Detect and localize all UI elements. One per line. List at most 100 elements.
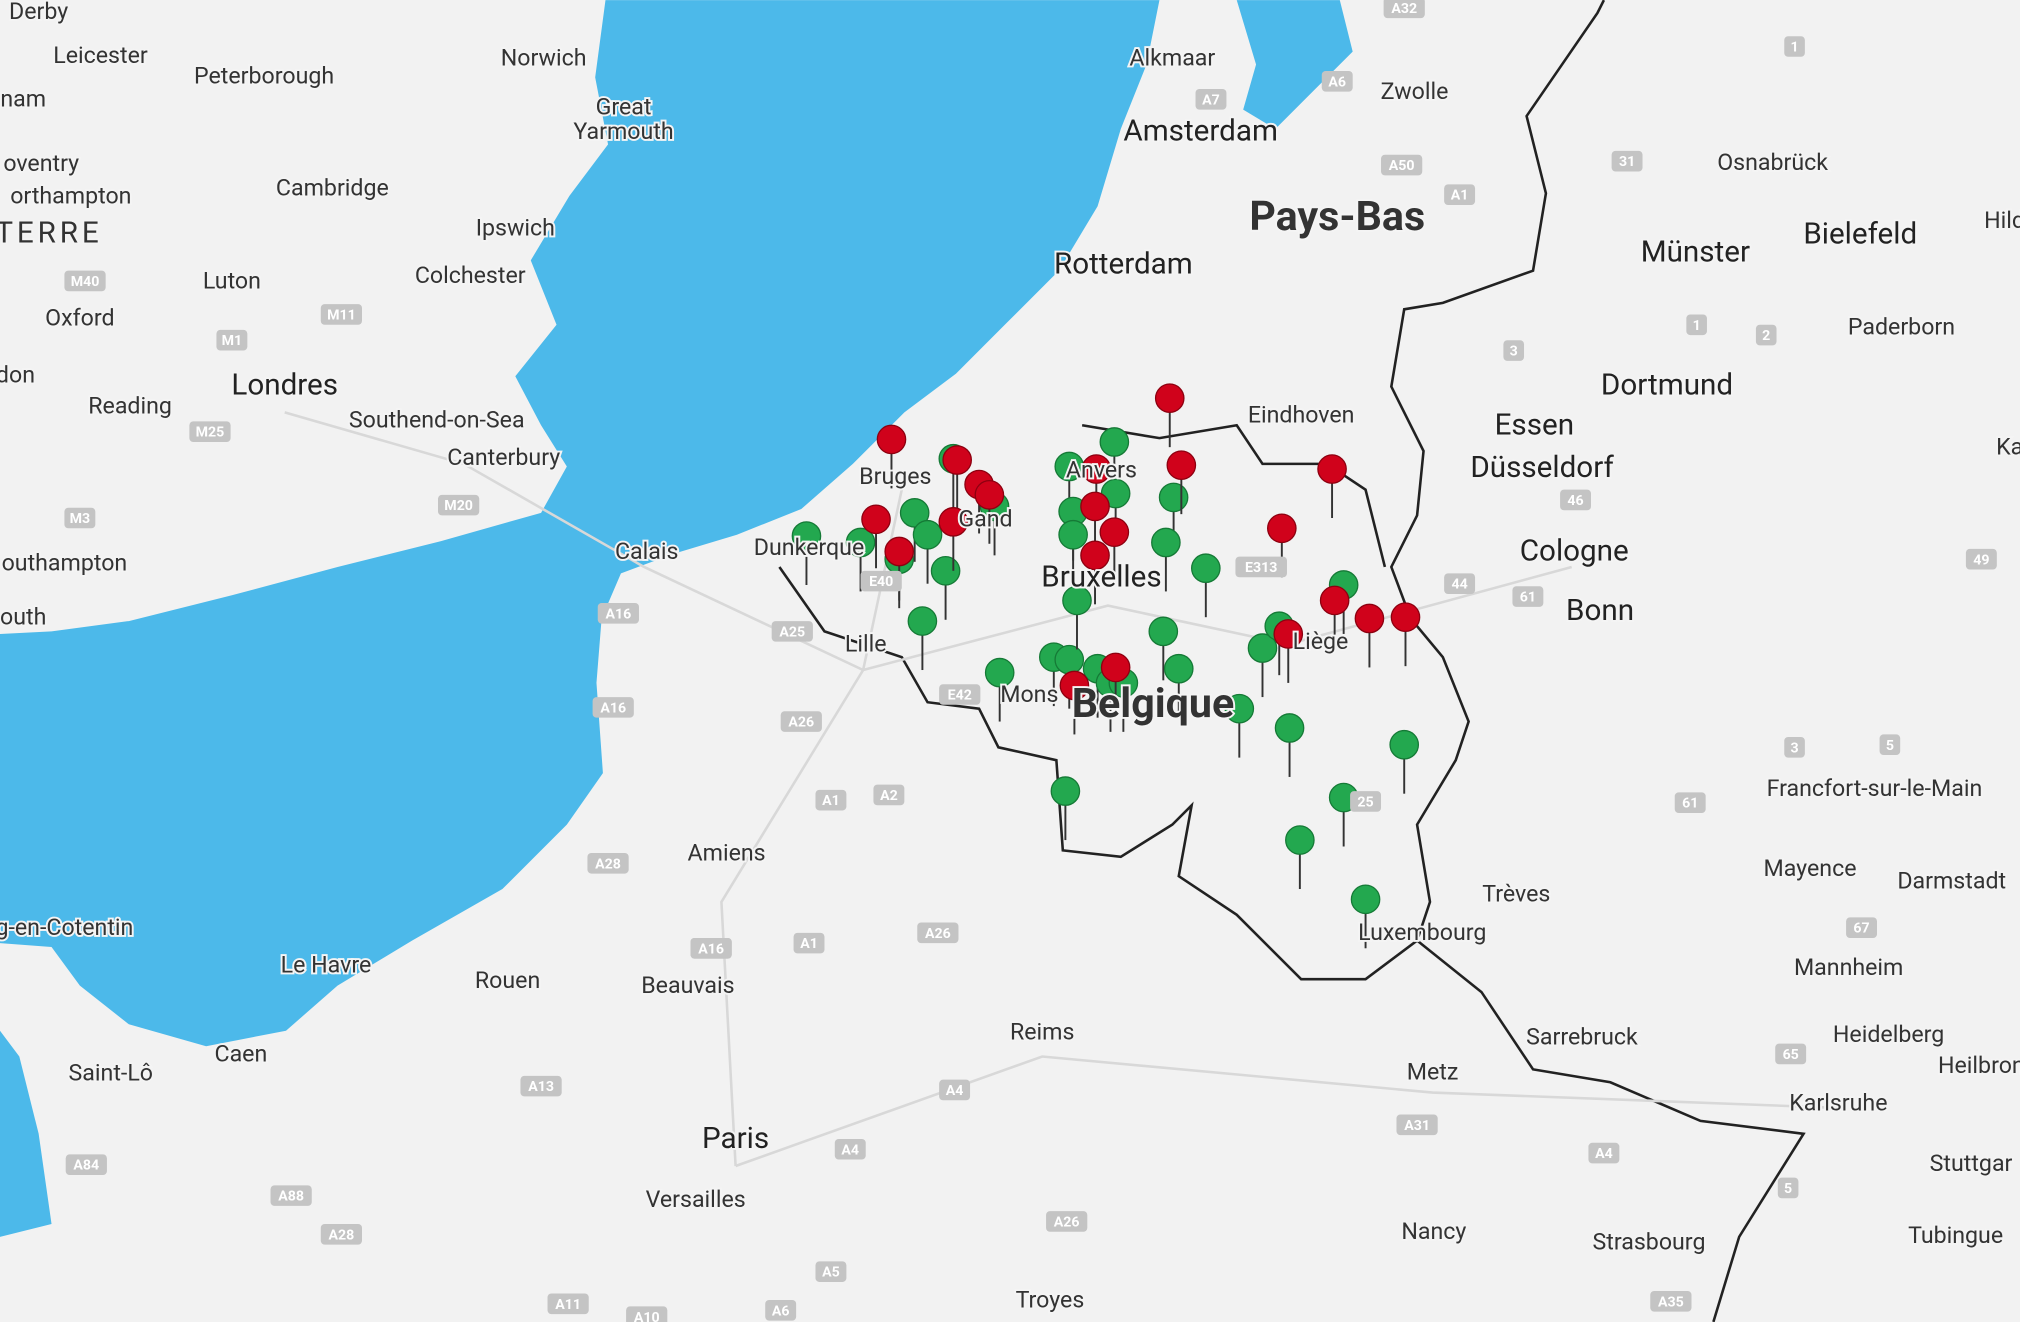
pin — [1274, 713, 1305, 743]
road-shield — [1321, 70, 1353, 92]
place-label: Yarmouth — [573, 117, 673, 145]
pin — [1350, 884, 1381, 915]
place-label: Eindhoven — [1248, 400, 1355, 428]
road-label: A4 — [841, 1142, 859, 1158]
road-shield — [1381, 154, 1423, 176]
road-shield — [320, 304, 363, 325]
road-shield — [1879, 734, 1901, 756]
place-label: Düsseldorf — [1470, 451, 1614, 485]
pin — [1059, 670, 1090, 701]
road-label: 67 — [1853, 921, 1869, 937]
road-label: E42 — [948, 688, 972, 704]
road-shield — [765, 1299, 797, 1321]
road-shield — [1611, 150, 1643, 172]
road-shield — [1686, 314, 1707, 336]
place-label: Bruges — [859, 462, 931, 490]
place-label: Lille — [845, 630, 887, 658]
road-shield — [917, 922, 959, 944]
road-shield — [793, 932, 825, 954]
road-shield — [939, 684, 981, 705]
place-label: oventry — [3, 149, 79, 177]
road-label: A6 — [772, 1303, 790, 1319]
road-shield — [939, 1079, 971, 1101]
place-label: Bonn — [1566, 594, 1634, 628]
place-label: Le Havre — [281, 950, 372, 978]
pin — [1191, 553, 1221, 584]
road-label: A28 — [329, 1227, 355, 1243]
place-label: Dortmund — [1601, 368, 1733, 402]
pin — [1151, 527, 1181, 558]
pin — [1163, 653, 1194, 684]
road-label: 5 — [1886, 738, 1894, 754]
place-label: Karlsruhe — [1789, 1088, 1887, 1116]
place-label: Rouen — [475, 966, 540, 994]
road-label: 1 — [1790, 40, 1798, 56]
pin — [1273, 619, 1304, 649]
place-label: Pays-Bas — [1249, 193, 1425, 241]
place-label: Mannheim — [1794, 953, 1903, 981]
road-shield — [1755, 324, 1777, 346]
place-label: Rotterdam — [1054, 247, 1193, 281]
place-label: Amiens — [688, 838, 766, 866]
pin — [1317, 454, 1347, 484]
place-label: Osnabrück — [1717, 148, 1828, 176]
place-label: Zwolle — [1381, 77, 1449, 105]
pin — [861, 504, 891, 535]
pin — [1389, 729, 1420, 760]
place-label: Gand — [958, 505, 1012, 533]
sea — [0, 0, 1160, 1047]
place-label: don — [0, 360, 35, 388]
place-label: Strasbourg — [1593, 1227, 1706, 1255]
road-label: A28 — [595, 856, 621, 872]
road-label: A84 — [73, 1158, 99, 1174]
pin — [1166, 450, 1197, 480]
road-label: A26 — [1054, 1214, 1080, 1230]
place-label: Leicester — [53, 41, 148, 69]
road-shield — [1560, 489, 1592, 511]
place-label: Colchester — [415, 261, 526, 289]
road-shield — [1775, 1043, 1807, 1065]
pin — [1099, 427, 1130, 457]
road-shield — [64, 507, 96, 529]
place-label: Hild — [1984, 206, 2020, 234]
road-shield — [690, 937, 732, 959]
place-label: Trèves — [1482, 880, 1550, 908]
place-label: Münster — [1641, 236, 1750, 270]
place-label: Cambridge — [276, 174, 389, 202]
road-label: 61 — [1682, 796, 1698, 812]
road-shield — [1444, 573, 1476, 595]
road-shield — [1503, 340, 1525, 361]
pin — [1062, 585, 1092, 616]
place-label: Stuttgar — [1930, 1149, 2013, 1177]
pin — [938, 507, 969, 537]
road-label: A4 — [1595, 1146, 1613, 1162]
sea — [0, 1030, 52, 1237]
pin — [899, 498, 930, 528]
road-label: A10 — [634, 1310, 660, 1322]
road-label: A4 — [946, 1083, 964, 1099]
pin — [1054, 644, 1085, 675]
pin — [1154, 383, 1185, 414]
road-shield — [1350, 791, 1382, 812]
road-shield — [815, 1261, 847, 1282]
road-label: A11 — [555, 1297, 581, 1313]
place-label: Belgique — [1072, 680, 1235, 728]
place-label: Francfort-sur-le-Main — [1767, 774, 1983, 802]
road-label: A25 — [779, 624, 805, 640]
road-label: 31 — [1619, 154, 1635, 170]
pin — [1224, 693, 1255, 724]
pin — [984, 657, 1015, 688]
place-label: Bruxelles — [1041, 560, 1161, 594]
pin — [1080, 540, 1110, 571]
border — [1081, 423, 1387, 568]
road-label: 5 — [1784, 1181, 1792, 1197]
road-shield — [597, 603, 639, 624]
road-shield — [64, 270, 106, 292]
road-label: 2 — [1762, 328, 1770, 344]
place-label: Mayence — [1764, 854, 1857, 882]
road-shield — [65, 1154, 107, 1176]
place-label: Versailles — [646, 1185, 746, 1213]
place-label: Nancy — [1401, 1217, 1466, 1245]
place-label: Caen — [215, 1039, 268, 1067]
place-label: Alkmaar — [1129, 44, 1215, 72]
